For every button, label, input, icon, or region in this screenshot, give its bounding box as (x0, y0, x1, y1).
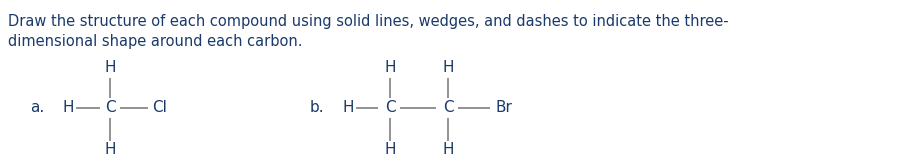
Text: a.: a. (30, 100, 44, 116)
Text: H: H (442, 142, 454, 158)
Text: H: H (104, 60, 116, 76)
Text: Cl: Cl (152, 100, 168, 116)
Text: H: H (62, 100, 74, 116)
Text: b.: b. (310, 100, 325, 116)
Text: H: H (384, 142, 396, 158)
Text: dimensional shape around each carbon.: dimensional shape around each carbon. (8, 34, 302, 49)
Text: H: H (343, 100, 353, 116)
Text: C: C (385, 100, 396, 116)
Text: H: H (442, 60, 454, 76)
Text: H: H (384, 60, 396, 76)
Text: H: H (104, 142, 116, 158)
Text: C: C (105, 100, 116, 116)
Text: Br: Br (495, 100, 512, 116)
Text: C: C (443, 100, 453, 116)
Text: Draw the structure of each compound using solid lines, wedges, and dashes to ind: Draw the structure of each compound usin… (8, 14, 728, 29)
